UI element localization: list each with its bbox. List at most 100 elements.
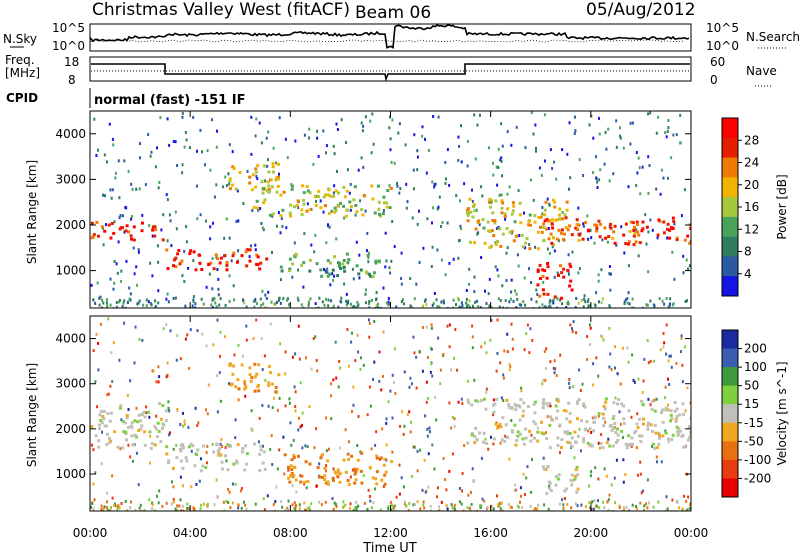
- echo-cell: [158, 375, 161, 379]
- echo-cell: [430, 362, 433, 366]
- echo-cell: [485, 387, 488, 391]
- echo-cell: [491, 219, 495, 222]
- echo-cell: [261, 368, 264, 371]
- echo-cell: [669, 409, 673, 413]
- echo-cell: [128, 286, 131, 290]
- echo-cell: [403, 370, 406, 374]
- echo-cell: [209, 168, 212, 172]
- echo-cell: [604, 131, 607, 134]
- echo-cell: [133, 433, 137, 437]
- echo-cell: [556, 271, 559, 275]
- echo-cell: [435, 418, 438, 422]
- echo-cell: [528, 351, 531, 355]
- echo-cell: [145, 405, 148, 409]
- echo-cell: [153, 234, 157, 238]
- echo-cell: [577, 232, 581, 236]
- echo-cell: [487, 229, 491, 233]
- echo-cell: [228, 143, 231, 147]
- echo-cell: [473, 441, 477, 444]
- echo-cell: [514, 408, 518, 412]
- echo-cell: [663, 341, 666, 345]
- echo-cell: [122, 430, 126, 434]
- echo-cell: [656, 236, 659, 240]
- x-tick-label: 20:00: [574, 526, 609, 540]
- echo-cell: [325, 416, 328, 420]
- echo-cell: [549, 252, 551, 255]
- echo-cell: [466, 139, 469, 143]
- echo-cell: [395, 305, 398, 308]
- echo-cell: [602, 500, 605, 504]
- echo-cell: [433, 292, 436, 295]
- echo-cell: [671, 216, 675, 220]
- echo-cell: [628, 509, 630, 511]
- echo-cell: [257, 208, 260, 212]
- echo-cell: [683, 238, 687, 242]
- echo-cell: [183, 422, 186, 426]
- echo-cell: [280, 269, 284, 273]
- echo-cell: [130, 434, 134, 438]
- echo-cell: [138, 506, 141, 510]
- echo-cell: [179, 498, 182, 502]
- echo-cell: [130, 424, 133, 428]
- echo-cell: [190, 449, 193, 453]
- echo-cell: [646, 506, 649, 510]
- echo-cell: [219, 354, 221, 358]
- echo-cell: [679, 350, 682, 354]
- echo-cell: [624, 442, 628, 446]
- echo-cell: [135, 406, 138, 410]
- echo-cell: [337, 305, 340, 308]
- echo-cell: [337, 264, 341, 268]
- echo-cell: [332, 378, 335, 382]
- echo-cell: [351, 410, 353, 413]
- echo-cell: [137, 413, 141, 417]
- echo-cell: [123, 159, 126, 163]
- echo-cell: [576, 487, 580, 491]
- echo-cell: [655, 397, 658, 401]
- echo-cell: [416, 168, 419, 172]
- echo-cell: [362, 124, 365, 128]
- echo-cell: [290, 187, 294, 191]
- echo-cell: [106, 412, 110, 415]
- echo-cell: [503, 349, 506, 353]
- echo-cell: [211, 257, 214, 260]
- echo-cell: [116, 445, 120, 449]
- echo-cell: [602, 404, 606, 408]
- echo-cell: [545, 306, 548, 308]
- nsearch-tick-top: 10^5: [706, 21, 739, 35]
- echo-cell: [603, 467, 606, 471]
- echo-cell: [118, 300, 120, 304]
- echo-cell: [231, 150, 234, 154]
- echo-cell: [166, 361, 169, 365]
- echo-cell: [262, 164, 266, 168]
- echo-cell: [230, 382, 234, 386]
- echo-cell: [282, 435, 285, 439]
- echo-cell: [687, 425, 691, 429]
- x-tick-label: 00:00: [674, 526, 709, 540]
- echo-cell: [336, 169, 338, 173]
- echo-cell: [476, 509, 478, 511]
- echo-cell: [341, 262, 345, 266]
- echo-cell: [473, 435, 477, 438]
- echo-cell: [99, 322, 102, 326]
- echo-cell: [300, 474, 304, 478]
- echo-cell: [322, 210, 325, 214]
- echo-cell: [289, 474, 293, 478]
- echo-cell: [181, 163, 184, 167]
- echo-cell: [180, 509, 183, 511]
- echo-cell: [522, 442, 526, 446]
- echo-cell: [243, 468, 247, 472]
- echo-cell: [112, 231, 116, 235]
- echo-cell: [125, 438, 128, 442]
- echo-cell: [561, 211, 564, 214]
- echo-cell: [673, 277, 676, 281]
- echo-cell: [133, 419, 137, 423]
- echo-cell: [569, 176, 572, 180]
- echo-cell: [428, 426, 431, 430]
- echo-cell: [410, 382, 413, 386]
- echo-cell: [406, 413, 409, 416]
- echo-cell: [460, 160, 463, 164]
- echo-cell: [201, 464, 205, 468]
- echo-cell: [290, 458, 294, 462]
- echo-cell: [603, 162, 606, 166]
- echo-cell: [595, 176, 598, 180]
